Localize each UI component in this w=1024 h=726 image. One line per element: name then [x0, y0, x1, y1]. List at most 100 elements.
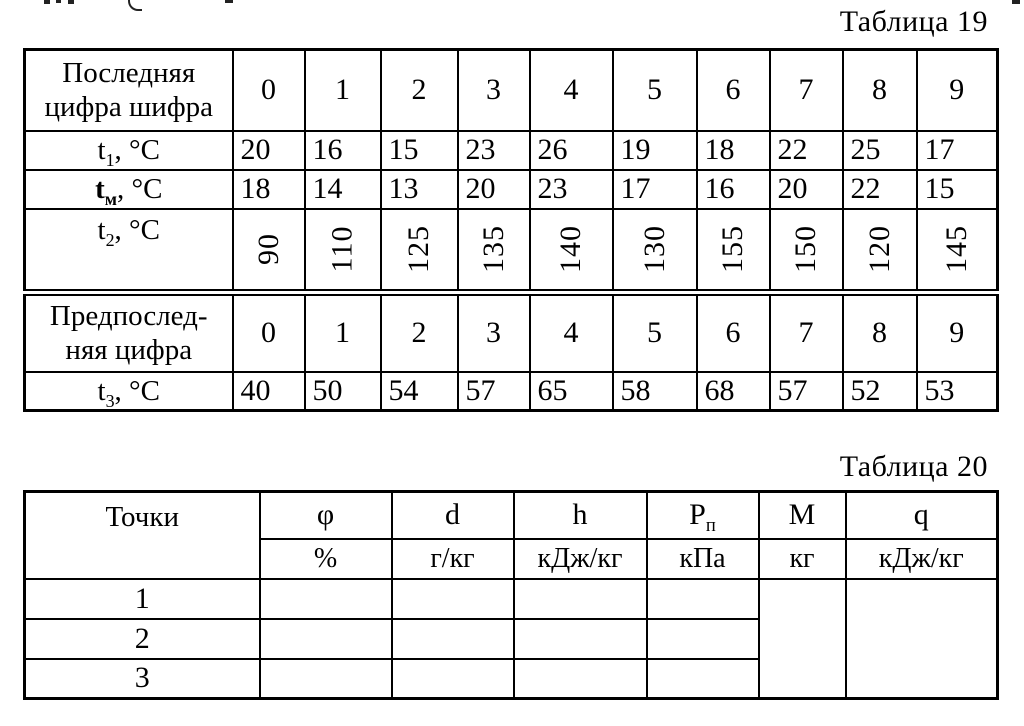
empty-cell [645, 617, 760, 660]
point-label: 2 [23, 617, 261, 660]
penultimate-digit-header-row: Предпослед- няя цифра 0 1 2 3 4 5 6 7 8 … [23, 289, 999, 373]
t1-label: t1, °С [23, 129, 234, 171]
h-header: h [512, 490, 648, 540]
clipped-text-remnant [68, 0, 74, 4]
table-20: Точки φ d h Pп M q % г/кг кДж/кг кПа кг … [23, 490, 999, 700]
table19-caption: Таблица 19 [839, 5, 988, 38]
clipped-text-remnant [44, 0, 50, 4]
point-label: 1 [23, 577, 261, 620]
digit-cell: 7 [768, 289, 844, 373]
d-header: d [390, 490, 515, 540]
digit-cell: 9 [915, 48, 999, 132]
clipped-text-remnant [56, 0, 61, 3]
pp-unit: кПа [645, 537, 760, 580]
digit-cell: 2 [379, 289, 459, 373]
empty-cell [258, 617, 393, 660]
empty-cell [512, 577, 648, 620]
empty-merged-cell-m [757, 577, 847, 700]
digit-cell: 8 [841, 289, 918, 373]
empty-cell [512, 657, 648, 700]
digit-cell: 6 [695, 289, 771, 373]
t2-value-rotated: 110 [303, 207, 382, 294]
t2-value-rotated: 140 [528, 207, 614, 294]
t3-value: 68 [695, 370, 771, 412]
table20-symbol-header-row: Точки φ d h Pп M q [23, 490, 999, 580]
table20-caption: Таблица 20 [839, 450, 988, 483]
digit-cell: 1 [303, 48, 382, 132]
empty-cell [258, 577, 393, 620]
t2-value-rotated: 155 [695, 207, 771, 294]
tm-value: 17 [611, 168, 698, 210]
tm-value: 22 [841, 168, 918, 210]
empty-cell [390, 617, 515, 660]
digit-cell: 7 [768, 48, 844, 132]
t3-value: 52 [841, 370, 918, 412]
last-digit-label: Последняя цифра шифра [23, 48, 234, 132]
tm-value: 18 [231, 168, 306, 210]
last-digit-header-row: Последняя цифра шифра 0 1 2 3 4 5 6 7 8 … [23, 48, 999, 132]
t1-value: 25 [841, 129, 918, 171]
t2-row: t2, °С 90 110 125 135 140 130 155 150 12… [23, 207, 999, 294]
t3-value: 53 [915, 370, 999, 412]
digit-cell: 3 [456, 289, 531, 373]
tm-label: tм, °С [23, 168, 234, 210]
clipped-text-remnant [225, 0, 233, 3]
empty-cell [512, 617, 648, 660]
d-unit: г/кг [390, 537, 515, 580]
tm-row: tм, °С 18 14 13 20 23 17 16 20 22 15 [23, 168, 999, 210]
m-header: M [757, 490, 847, 540]
t1-value: 23 [456, 129, 531, 171]
t1-value: 15 [379, 129, 459, 171]
point-row-3: 3 [23, 657, 998, 700]
t3-value: 65 [528, 370, 614, 412]
table20-units-header-row: % г/кг кДж/кг кПа кг кДж/кг [25, 537, 999, 580]
phi-header: φ [258, 490, 393, 540]
tm-value: 20 [768, 168, 844, 210]
digit-cell: 8 [841, 48, 918, 132]
t2-value-rotated: 90 [231, 207, 306, 294]
point-label: 3 [23, 657, 261, 700]
t2-value-rotated: 125 [379, 207, 459, 294]
tm-value: 23 [528, 168, 614, 210]
digit-cell: 5 [611, 289, 698, 373]
t1-value: 19 [611, 129, 698, 171]
t2-label: t2, °С [23, 207, 234, 294]
tm-value: 13 [379, 168, 459, 210]
t2-value-rotated: 120 [841, 207, 918, 294]
t1-row: t1, °С 20 16 15 23 26 19 18 22 25 17 [23, 129, 999, 171]
t1-value: 16 [303, 129, 382, 171]
empty-cell [390, 657, 515, 700]
digit-cell: 1 [303, 289, 382, 373]
t3-value: 57 [456, 370, 531, 412]
t3-row: t3, °С 40 50 54 57 65 58 68 57 52 53 [23, 370, 999, 412]
t2-value-rotated: 135 [456, 207, 531, 294]
t2-value-rotated: 145 [915, 207, 999, 294]
tm-value: 20 [456, 168, 531, 210]
empty-merged-cell-q [844, 577, 999, 700]
empty-cell [645, 657, 760, 700]
q-header: q [844, 490, 999, 540]
t1-value: 18 [695, 129, 771, 171]
phi-unit: % [258, 537, 393, 580]
tm-value: 15 [915, 168, 999, 210]
t1-value: 22 [768, 129, 844, 171]
empty-cell [258, 657, 393, 700]
t1-value: 20 [231, 129, 306, 171]
digit-cell: 6 [695, 48, 771, 132]
digit-cell: 3 [456, 48, 531, 132]
digit-cell: 2 [379, 48, 459, 132]
empty-cell [645, 577, 760, 620]
digit-cell: 0 [231, 48, 306, 132]
tm-value: 16 [695, 168, 771, 210]
t1-value: 17 [915, 129, 999, 171]
t3-value: 50 [303, 370, 382, 412]
digit-cell: 0 [231, 289, 306, 373]
t1-value: 26 [528, 129, 614, 171]
tm-value: 14 [303, 168, 382, 210]
digit-cell: 4 [528, 48, 614, 132]
t3-value: 57 [768, 370, 844, 412]
point-row-2: 2 [23, 617, 998, 660]
digit-cell: 5 [611, 48, 698, 132]
digit-cell: 9 [915, 289, 999, 373]
